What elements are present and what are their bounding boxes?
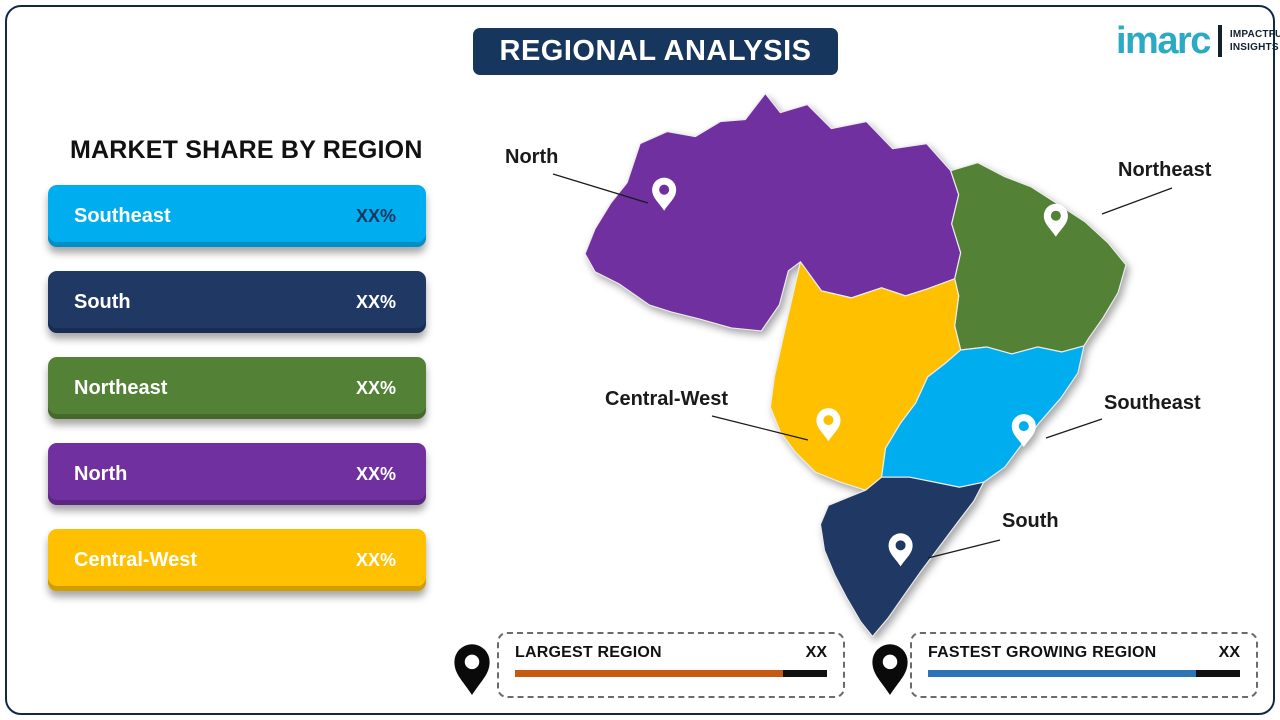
fastest-growing-region-bar [928, 670, 1240, 677]
pin-hole [823, 415, 834, 426]
logo-divider [1217, 25, 1222, 57]
fastest-growing-pin-icon [872, 644, 908, 695]
bar-value: XX% [355, 291, 396, 312]
logo-tagline: IMPACTFUL INSIGHTS [1230, 28, 1280, 54]
pin-hole [1018, 421, 1029, 432]
map-label-south: South [1002, 510, 1059, 532]
bar-label: South [74, 290, 131, 313]
bar-label: Southeast [74, 204, 171, 227]
pin-hole [659, 184, 670, 195]
market-share-bar-northeast: Northeast XX% [48, 357, 426, 419]
bar-label: Central-West [74, 548, 197, 571]
market-share-bar-southeast: Southeast XX% [48, 185, 426, 247]
bar-value: XX% [355, 463, 396, 484]
bar-label: Northeast [74, 376, 168, 399]
map-pin-south [888, 533, 913, 567]
fastest-growing-region-bar-fill [928, 670, 1197, 677]
map-label-north: North [505, 146, 559, 168]
map-region-southeast [880, 345, 1085, 488]
imarc-logo: imarc IMPACTFUL INSIGHTS [1116, 22, 1280, 60]
largest-region-value: XX [805, 644, 827, 661]
largest-region-bar-fill [515, 670, 784, 677]
fastest-growing-region-box: FASTEST GROWING REGION XX [910, 632, 1258, 698]
pin-hole [1050, 210, 1061, 221]
largest-region-bar [515, 670, 827, 677]
map-pin-northeast [1043, 203, 1068, 237]
pin-hole [895, 540, 906, 551]
map-label-northeast: Northeast [1118, 159, 1212, 181]
fastest-growing-region-bar-end [1196, 670, 1240, 677]
bar-value: XX% [355, 549, 396, 570]
largest-region-pin-icon [454, 644, 490, 695]
fastest-growing-region-value: XX [1218, 644, 1240, 661]
largest-region-bar-end [783, 670, 827, 677]
bar-label: North [74, 462, 128, 485]
market-share-bar-south: South XX% [48, 271, 426, 333]
map-pin-north [652, 177, 677, 211]
map-label-central-west: Central-West [605, 388, 728, 410]
map-region-northeast [950, 162, 1127, 355]
page-title: REGIONAL ANALYSIS [473, 28, 838, 75]
logo-tagline-line2: INSIGHTS [1229, 42, 1279, 53]
largest-region-label: LARGEST REGION [515, 644, 662, 661]
imarc-logo-text: imarc [1116, 20, 1211, 62]
market-share-bar-north: North XX% [48, 443, 426, 505]
logo-tagline-line1: IMPACTFUL [1229, 29, 1280, 40]
bar-value: XX% [355, 205, 396, 226]
map-pin-central-west [816, 408, 841, 442]
fastest-growing-region-label: FASTEST GROWING REGION [928, 644, 1157, 661]
market-share-bar-central-west: Central-West XX% [48, 529, 426, 591]
market-share-list: Southeast XX% South XX% Northeast XX% No… [48, 185, 426, 615]
brazil-map [584, 92, 1127, 638]
map-label-southeast: Southeast [1104, 392, 1201, 414]
map-pin-southeast [1011, 414, 1036, 448]
largest-region-box: LARGEST REGION XX [497, 632, 845, 698]
market-share-heading: MARKET SHARE BY REGION [70, 136, 423, 164]
bar-value: XX% [355, 377, 396, 398]
